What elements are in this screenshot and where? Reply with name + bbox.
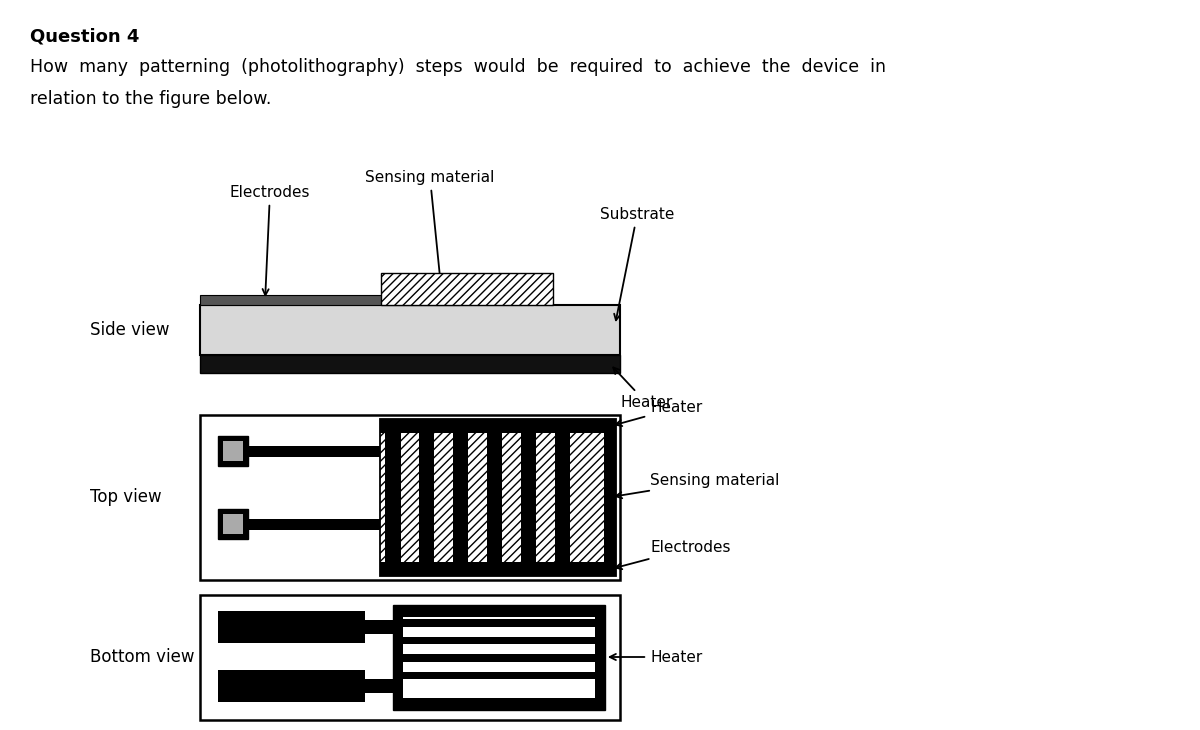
Bar — [248, 519, 380, 530]
Text: How  many  patterning  (photolithography)  steps  would  be  required  to  achie: How many patterning (photolithography) s… — [30, 58, 886, 76]
Bar — [365, 679, 394, 693]
Text: Heater: Heater — [610, 650, 702, 664]
Bar — [487, 433, 502, 562]
Bar — [200, 305, 620, 355]
Bar — [385, 433, 401, 562]
Text: Question 4: Question 4 — [30, 28, 139, 46]
Bar — [403, 637, 595, 644]
Bar — [419, 433, 434, 562]
Text: Substrate: Substrate — [600, 207, 674, 320]
Bar — [218, 436, 248, 466]
Text: Top view: Top view — [90, 488, 162, 507]
Text: Sensing material: Sensing material — [616, 472, 779, 499]
Bar — [380, 419, 616, 433]
Bar — [380, 419, 616, 576]
Bar — [403, 654, 595, 661]
Bar — [218, 509, 248, 539]
Bar — [323, 643, 365, 670]
Text: Bottom view: Bottom view — [90, 648, 194, 666]
Bar — [223, 441, 242, 461]
Bar — [521, 433, 536, 562]
Bar — [218, 611, 365, 643]
Bar — [365, 620, 394, 634]
Text: Electrodes: Electrodes — [229, 185, 311, 295]
Text: Side view: Side view — [90, 321, 169, 339]
Bar — [380, 273, 553, 305]
Bar — [394, 605, 605, 710]
Bar — [200, 595, 620, 720]
Bar — [403, 617, 595, 698]
Bar — [554, 433, 570, 562]
Bar — [200, 355, 620, 373]
Text: relation to the figure below.: relation to the figure below. — [30, 90, 271, 108]
Text: Heater: Heater — [616, 401, 702, 426]
Bar — [200, 295, 461, 305]
Bar — [604, 419, 616, 576]
Text: Heater: Heater — [613, 367, 672, 410]
Bar — [380, 562, 616, 576]
Bar — [403, 619, 595, 626]
Bar — [200, 415, 620, 580]
Text: Sensing material: Sensing material — [365, 170, 494, 281]
Bar — [403, 672, 595, 680]
Text: Electrodes: Electrodes — [616, 540, 731, 569]
Bar — [248, 446, 380, 457]
Bar — [218, 670, 365, 702]
Bar — [223, 514, 242, 534]
Bar — [454, 433, 468, 562]
